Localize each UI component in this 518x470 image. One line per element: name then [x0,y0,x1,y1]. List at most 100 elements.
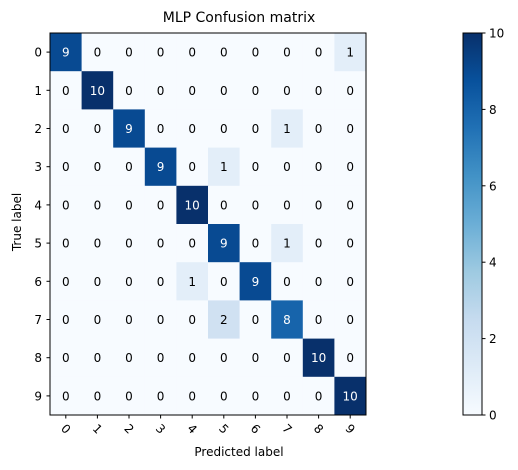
heatmap-cell [271,300,304,339]
cell-value-label: 0 [94,198,102,212]
chart-title: MLP Confusion matrix [163,10,316,26]
cell-value-label: 0 [125,160,133,174]
y-tick-label: 0 [34,46,42,60]
x-tick-label: 4 [185,421,200,436]
heatmap-cell [271,262,304,301]
heatmap-cell [176,71,209,110]
cell-value-label: 0 [157,198,165,212]
y-tick-label: 5 [34,237,42,251]
heatmap-cell [113,376,146,416]
heatmap-cell [239,185,272,225]
heatmap-cell [334,109,367,148]
cell-value-label: 0 [252,237,260,251]
cell-value-label: 2 [220,313,228,327]
heatmap-cell [239,147,272,187]
cell-value-label: 0 [283,389,291,403]
cell-value-label: 0 [125,275,133,289]
x-tick-label: 9 [343,421,358,436]
cell-value-label: 0 [283,275,291,289]
x-tick-label: 6 [248,421,263,436]
heatmap-cell [176,109,209,148]
heatmap-cell [81,262,114,301]
cell-value-label: 0 [94,351,102,365]
cell-value-label: 0 [346,84,354,98]
cell-value-label: 0 [125,351,133,365]
cell-value-label: 0 [283,160,291,174]
cell-value-label: 0 [94,389,102,403]
heatmap-cell [81,300,114,339]
cell-value-label: 0 [157,389,165,403]
heatmap-cell [176,224,209,263]
cell-value-label: 0 [94,122,102,136]
heatmap-cell [113,300,146,339]
y-tick-label: 2 [34,122,42,136]
cell-value-label: 0 [252,160,260,174]
cell-value-label: 0 [346,122,354,136]
cell-value-label: 0 [125,237,133,251]
heatmap-cell [334,262,367,301]
heatmap-cell [302,147,335,187]
cell-value-label: 0 [62,389,70,403]
cell-value-label: 0 [188,313,196,327]
cell-value-label: 0 [125,389,133,403]
cell-value-label: 0 [346,351,354,365]
heatmap-cell [239,300,272,339]
heatmap-cell [113,262,146,301]
heatmap-cell [208,185,240,225]
cell-value-label: 0 [94,313,102,327]
heatmap-cell [81,109,114,148]
cell-value-label: 0 [62,351,70,365]
x-tick-label: 7 [279,421,294,436]
heatmap-cell [208,33,240,72]
cell-value-label: 1 [220,160,228,174]
cell-value-label: 0 [315,389,323,403]
heatmap-cell [334,147,367,187]
heatmap-cell [50,185,82,225]
heatmap-cell [271,109,304,148]
cell-value-label: 9 [157,160,165,174]
heatmap-cell [239,338,272,378]
heatmap-cell [208,300,240,339]
cell-value-label: 0 [94,46,102,60]
heatmap-cell [113,33,146,72]
heatmap-cell [271,33,304,72]
heatmap-cell [302,224,335,263]
cell-value-label: 1 [283,237,291,251]
cell-value-label: 0 [94,275,102,289]
cell-value-label: 0 [220,46,228,60]
cell-value-label: 0 [188,122,196,136]
heatmap-cell [334,71,367,110]
heatmap-cell [144,376,177,416]
cell-value-label: 0 [188,84,196,98]
heatmap-cell [208,71,240,110]
cell-value-label: 0 [94,160,102,174]
cell-value-label: 0 [252,46,260,60]
cell-value-label: 0 [315,122,323,136]
cell-value-label: 0 [188,389,196,403]
heatmap-cell [208,262,240,301]
heatmap-cell [208,338,240,378]
heatmap-cell [239,109,272,148]
heatmap-cell [50,262,82,301]
cell-value-label: 0 [94,237,102,251]
cell-value-label: 0 [315,84,323,98]
cell-value-label: 0 [283,84,291,98]
cell-value-label: 9 [125,122,133,136]
x-axis-label: Predicted label [194,445,283,459]
colorbar: 0 2 4 6 8 10 [462,27,504,423]
x-tick-labels: 0 1 2 3 4 5 6 7 8 9 [58,415,358,437]
heatmap-cell [302,338,335,378]
heatmap-cell [176,338,209,378]
cell-value-label: 0 [220,389,228,403]
cell-value-label: 10 [90,84,105,98]
cell-value-label: 0 [157,275,165,289]
heatmap-cell [176,33,209,72]
cell-value-label: 10 [185,198,200,212]
cell-value-label: 0 [220,275,228,289]
heatmap-cell [81,338,114,378]
cell-value-label: 0 [252,84,260,98]
heatmap-cell [113,185,146,225]
colorbar-tick-label: 6 [489,179,497,193]
heatmap-cell [302,376,335,416]
